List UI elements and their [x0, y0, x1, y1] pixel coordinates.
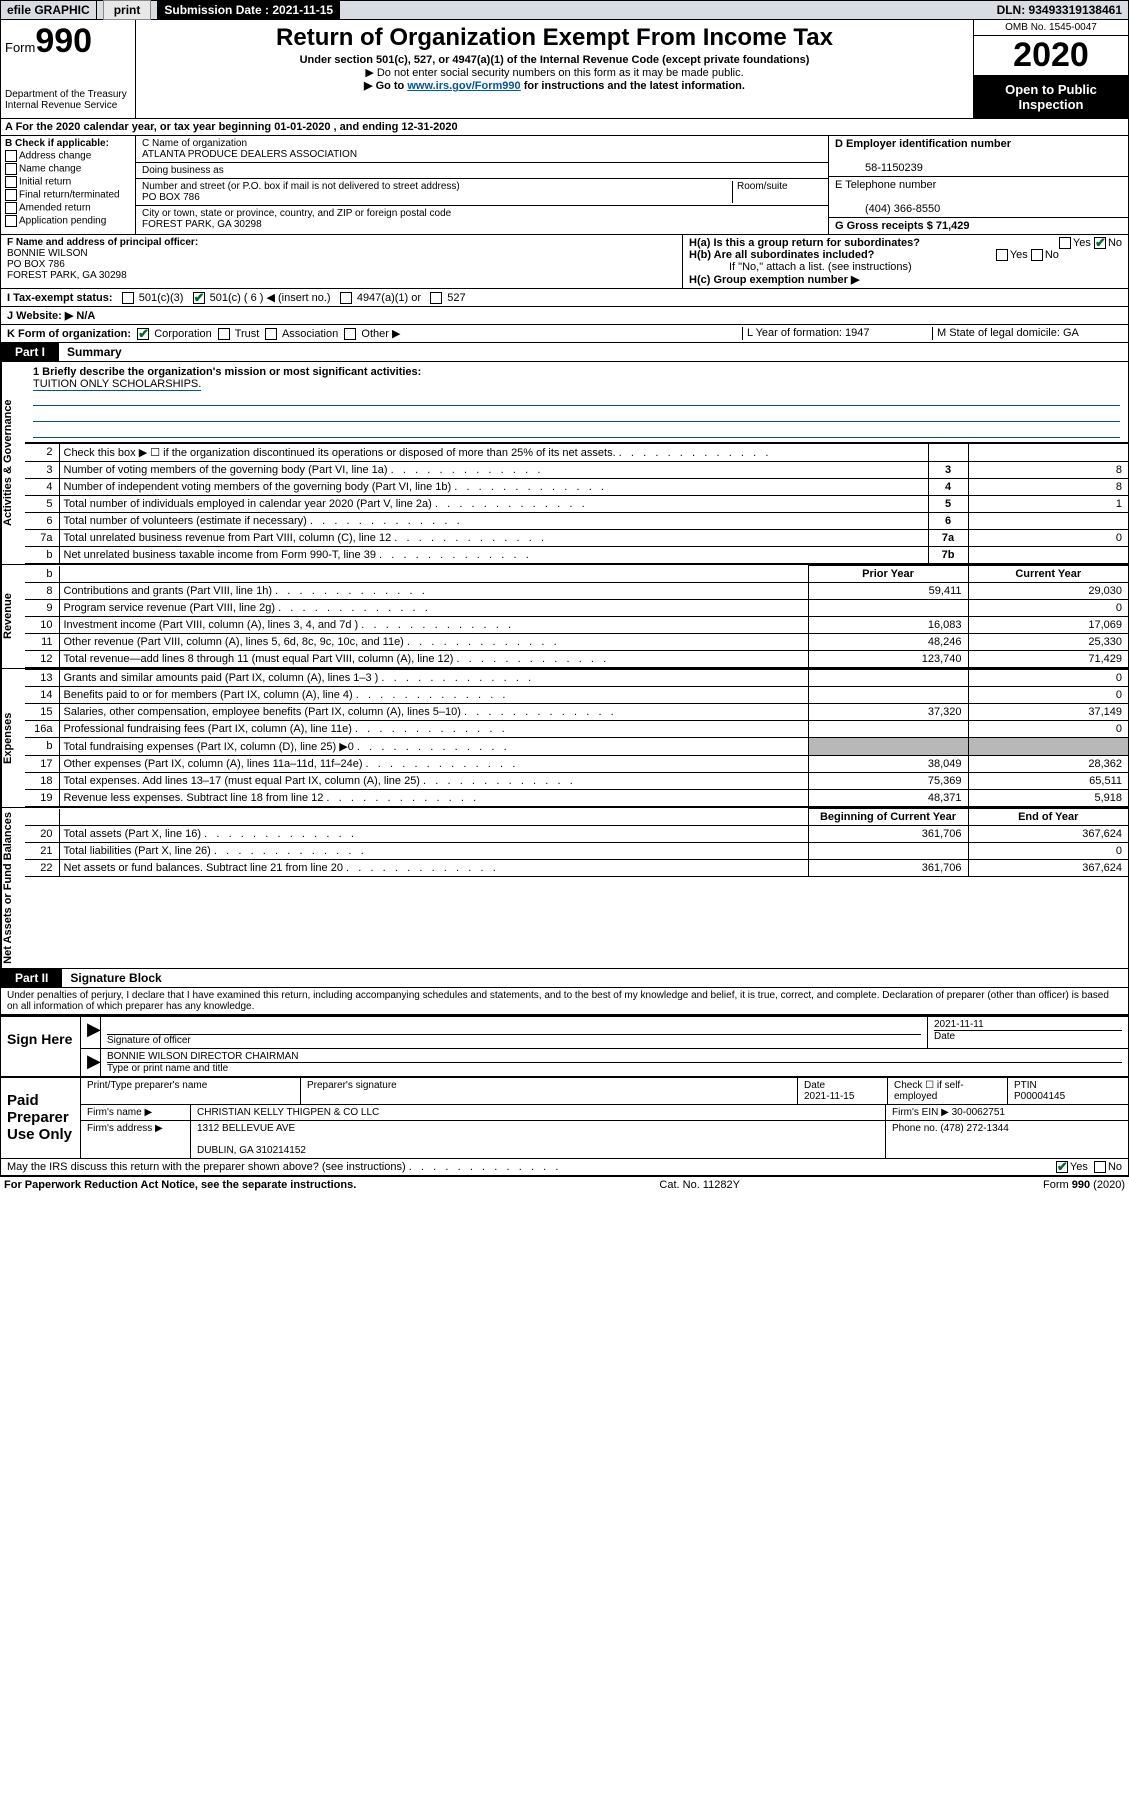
omb-number: OMB No. 1545-0047 — [974, 20, 1128, 36]
section-d: D Employer identification number 58-1150… — [828, 136, 1128, 234]
chk-initial[interactable]: Initial return — [5, 176, 131, 188]
discuss-row: May the IRS discuss this return with the… — [0, 1159, 1129, 1176]
org-name: ATLANTA PRODUCE DEALERS ASSOCIATION — [142, 149, 357, 160]
open-inspection: Open to Public Inspection — [974, 76, 1128, 118]
section-net-assets: Net Assets or Fund Balances Beginning of… — [0, 807, 1129, 969]
chk-final[interactable]: Final return/terminated — [5, 189, 131, 201]
section-b: B Check if applicable: Address change Na… — [1, 136, 136, 234]
street-value: PO BOX 786 — [142, 192, 200, 203]
tax-year: 2020 — [974, 36, 1128, 76]
part1-header: Part I Summary — [0, 343, 1129, 362]
phone-label: E Telephone number — [835, 179, 936, 191]
sign-here-label: Sign Here — [1, 1017, 81, 1076]
topbar: efile GRAPHIC print Submission Date : 20… — [0, 0, 1129, 20]
dln: DLN: 93493319138461 — [991, 1, 1128, 19]
chk-address[interactable]: Address change — [5, 150, 131, 162]
city-label: City or town, state or province, country… — [142, 208, 451, 219]
efile-label: efile GRAPHIC — [1, 1, 97, 19]
section-governance: Activities & Governance 1 Briefly descri… — [0, 362, 1129, 564]
part2-header: Part II Signature Block — [0, 969, 1129, 988]
revenue-table: bPrior YearCurrent Year8Contributions an… — [25, 565, 1128, 668]
row-a-period: A For the 2020 calendar year, or tax yea… — [0, 119, 1129, 136]
gross-receipts: G Gross receipts $ 71,429 — [829, 218, 1128, 234]
form-number: Form990 — [5, 22, 131, 61]
ssn-note: ▶ Do not enter social security numbers o… — [140, 66, 969, 79]
footer: For Paperwork Reduction Act Notice, see … — [0, 1176, 1129, 1193]
ein-label: D Employer identification number — [835, 138, 1011, 150]
mission: 1 Briefly describe the organization's mi… — [25, 362, 1128, 443]
submission-date: Submission Date : 2021-11-15 — [158, 1, 340, 19]
section-expenses: Expenses 13Grants and similar amounts pa… — [0, 668, 1129, 807]
paid-preparer-label: Paid Preparer Use Only — [1, 1078, 81, 1158]
block-bcd: B Check if applicable: Address change Na… — [0, 136, 1129, 235]
org-name-label: C Name of organization — [142, 138, 247, 149]
section-h: H(a) Is this a group return for subordin… — [683, 235, 1128, 288]
form990-link[interactable]: www.irs.gov/Form990 — [407, 80, 520, 92]
dept-label: Department of the Treasury Internal Reve… — [5, 89, 131, 111]
expenses-table: 13Grants and similar amounts paid (Part … — [25, 669, 1128, 807]
block-fh: F Name and address of principal officer:… — [0, 235, 1129, 289]
signature-block: Sign Here ▶ Signature of officer 2021-11… — [0, 1015, 1129, 1077]
dba-label: Doing business as — [136, 163, 828, 179]
street-label: Number and street (or P.O. box if mail i… — [142, 181, 460, 192]
print-button[interactable]: print — [103, 0, 152, 20]
goto-note: ▶ Go to www.irs.gov/Form990 for instruct… — [140, 79, 969, 92]
section-revenue: Revenue bPrior YearCurrent Year8Contribu… — [0, 564, 1129, 668]
form-title: Return of Organization Exempt From Incom… — [140, 24, 969, 52]
form-subtitle: Under section 501(c), 527, or 4947(a)(1)… — [140, 54, 969, 66]
form-header: Form990 Department of the Treasury Inter… — [0, 20, 1129, 119]
ein-value: 58-1150239 — [835, 162, 923, 174]
penalty-statement: Under penalties of perjury, I declare th… — [0, 988, 1129, 1015]
paid-preparer-block: Paid Preparer Use Only Print/Type prepar… — [0, 1077, 1129, 1159]
row-i-tax-status: I Tax-exempt status: 501(c)(3) 501(c) ( … — [0, 289, 1129, 307]
chk-name[interactable]: Name change — [5, 163, 131, 175]
section-f: F Name and address of principal officer:… — [1, 235, 683, 288]
chk-pending[interactable]: Application pending — [5, 215, 131, 227]
net-assets-table: Beginning of Current YearEnd of Year20To… — [25, 808, 1128, 877]
city-value: FOREST PARK, GA 30298 — [142, 219, 262, 230]
phone-value: (404) 366-8550 — [835, 203, 940, 215]
room-suite: Room/suite — [732, 181, 822, 203]
row-j-website: J Website: ▶ N/A — [0, 307, 1129, 325]
governance-table: 2Check this box ▶ ☐ if the organization … — [25, 443, 1128, 564]
section-c: C Name of organization ATLANTA PRODUCE D… — [136, 136, 828, 234]
chk-amended[interactable]: Amended return — [5, 202, 131, 214]
row-k: K Form of organization: Corporation Trus… — [0, 325, 1129, 343]
